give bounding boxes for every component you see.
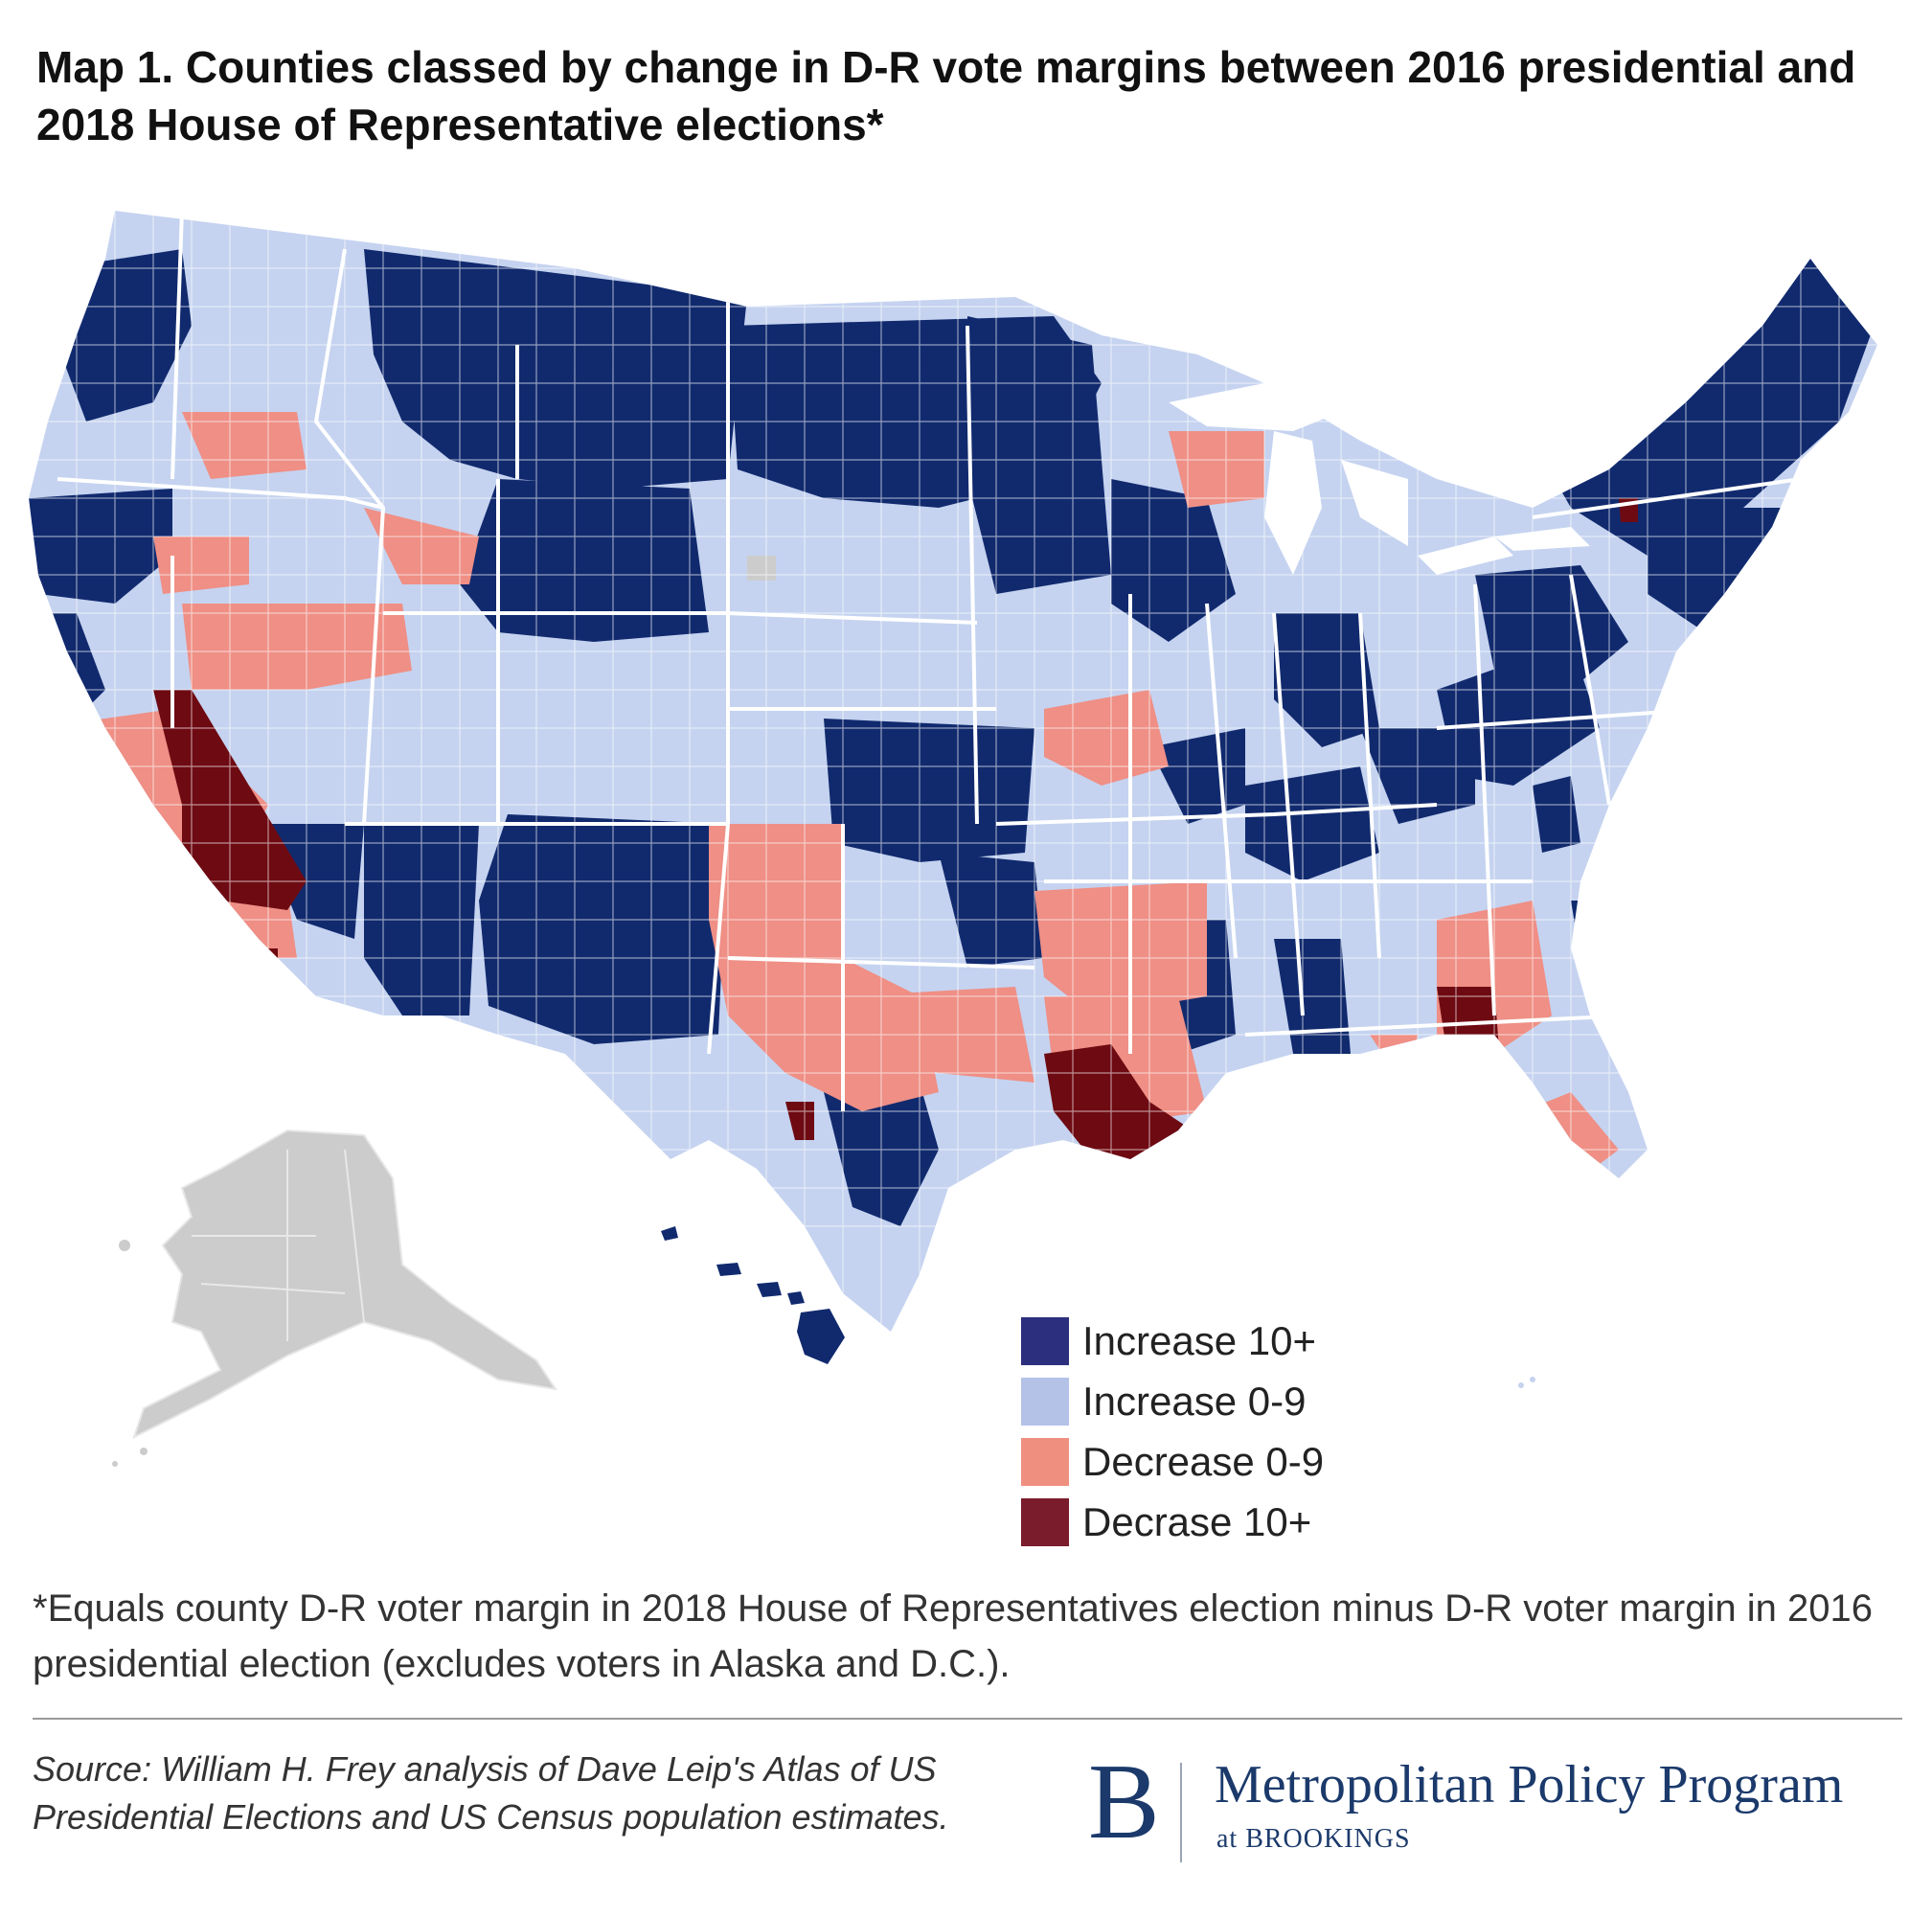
legend-item-increase-0-9: Increase 0-9 bbox=[1021, 1371, 1423, 1431]
logo-divider bbox=[1180, 1763, 1182, 1862]
legend-swatch-decrease-0-9 bbox=[1021, 1437, 1069, 1486]
legend-item-decrease-10: Decrase 10+ bbox=[1021, 1492, 1423, 1552]
map-title: Map 1. Counties classed by change in D-R… bbox=[36, 42, 1856, 149]
logo-mark: B bbox=[1088, 1743, 1160, 1861]
florida-keys bbox=[1518, 1377, 1535, 1388]
legend-swatch-increase-10 bbox=[1021, 1316, 1069, 1365]
map-legend: Increase 10+ Increase 0-9 Decrease 0-9 D… bbox=[1021, 1311, 1423, 1552]
hawaii bbox=[661, 1226, 845, 1364]
legend-label: Decrase 10+ bbox=[1082, 1498, 1312, 1544]
footnote: *Equals county D-R voter margin in 2018 … bbox=[33, 1587, 1873, 1685]
legend-item-increase-10: Increase 10+ bbox=[1021, 1311, 1423, 1371]
alaska bbox=[112, 1129, 558, 1467]
excluded-county bbox=[747, 556, 776, 581]
logo-subtitle: at BROOKINGS bbox=[1216, 1824, 1411, 1854]
us-county-map bbox=[0, 192, 1932, 1552]
logo-program-name: Metropolitan Policy Program bbox=[1215, 1755, 1844, 1814]
legend-label: Increase 10+ bbox=[1082, 1317, 1317, 1363]
brookings-logo: B Metropolitan Policy Program at BROOKIN… bbox=[1082, 1743, 1906, 1880]
source-note: Source: William H. Frey analysis of Dave… bbox=[33, 1749, 949, 1837]
legend-item-decrease-0-9: Decrease 0-9 bbox=[1021, 1431, 1423, 1492]
map-svg bbox=[29, 211, 1877, 1467]
divider bbox=[33, 1718, 1902, 1720]
great-lakes bbox=[1169, 383, 1590, 575]
legend-label: Decrease 0-9 bbox=[1082, 1438, 1325, 1484]
legend-swatch-increase-0-9 bbox=[1021, 1377, 1069, 1426]
legend-label: Increase 0-9 bbox=[1082, 1378, 1307, 1424]
legend-swatch-decrease-10 bbox=[1021, 1497, 1069, 1546]
